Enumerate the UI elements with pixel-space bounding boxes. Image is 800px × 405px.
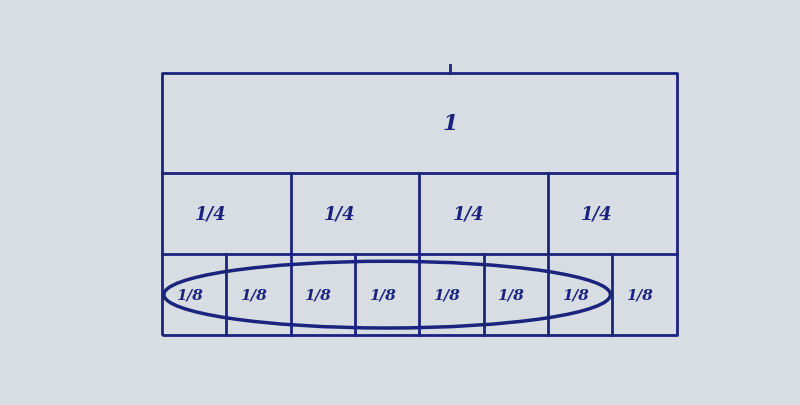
Text: 1/8: 1/8 (433, 288, 460, 302)
Text: 1: 1 (442, 112, 458, 134)
Text: 1/4: 1/4 (324, 205, 355, 223)
Text: 1/8: 1/8 (498, 288, 524, 302)
Text: 1/8: 1/8 (369, 288, 395, 302)
Text: 1/4: 1/4 (581, 205, 613, 223)
Text: 1/8: 1/8 (304, 288, 331, 302)
Text: 1/8: 1/8 (240, 288, 266, 302)
Text: 1/8: 1/8 (175, 288, 202, 302)
Text: 1/4: 1/4 (195, 205, 226, 223)
Text: 1/8: 1/8 (562, 288, 589, 302)
Text: 1/4: 1/4 (452, 205, 484, 223)
Text: 1/8: 1/8 (626, 288, 653, 302)
